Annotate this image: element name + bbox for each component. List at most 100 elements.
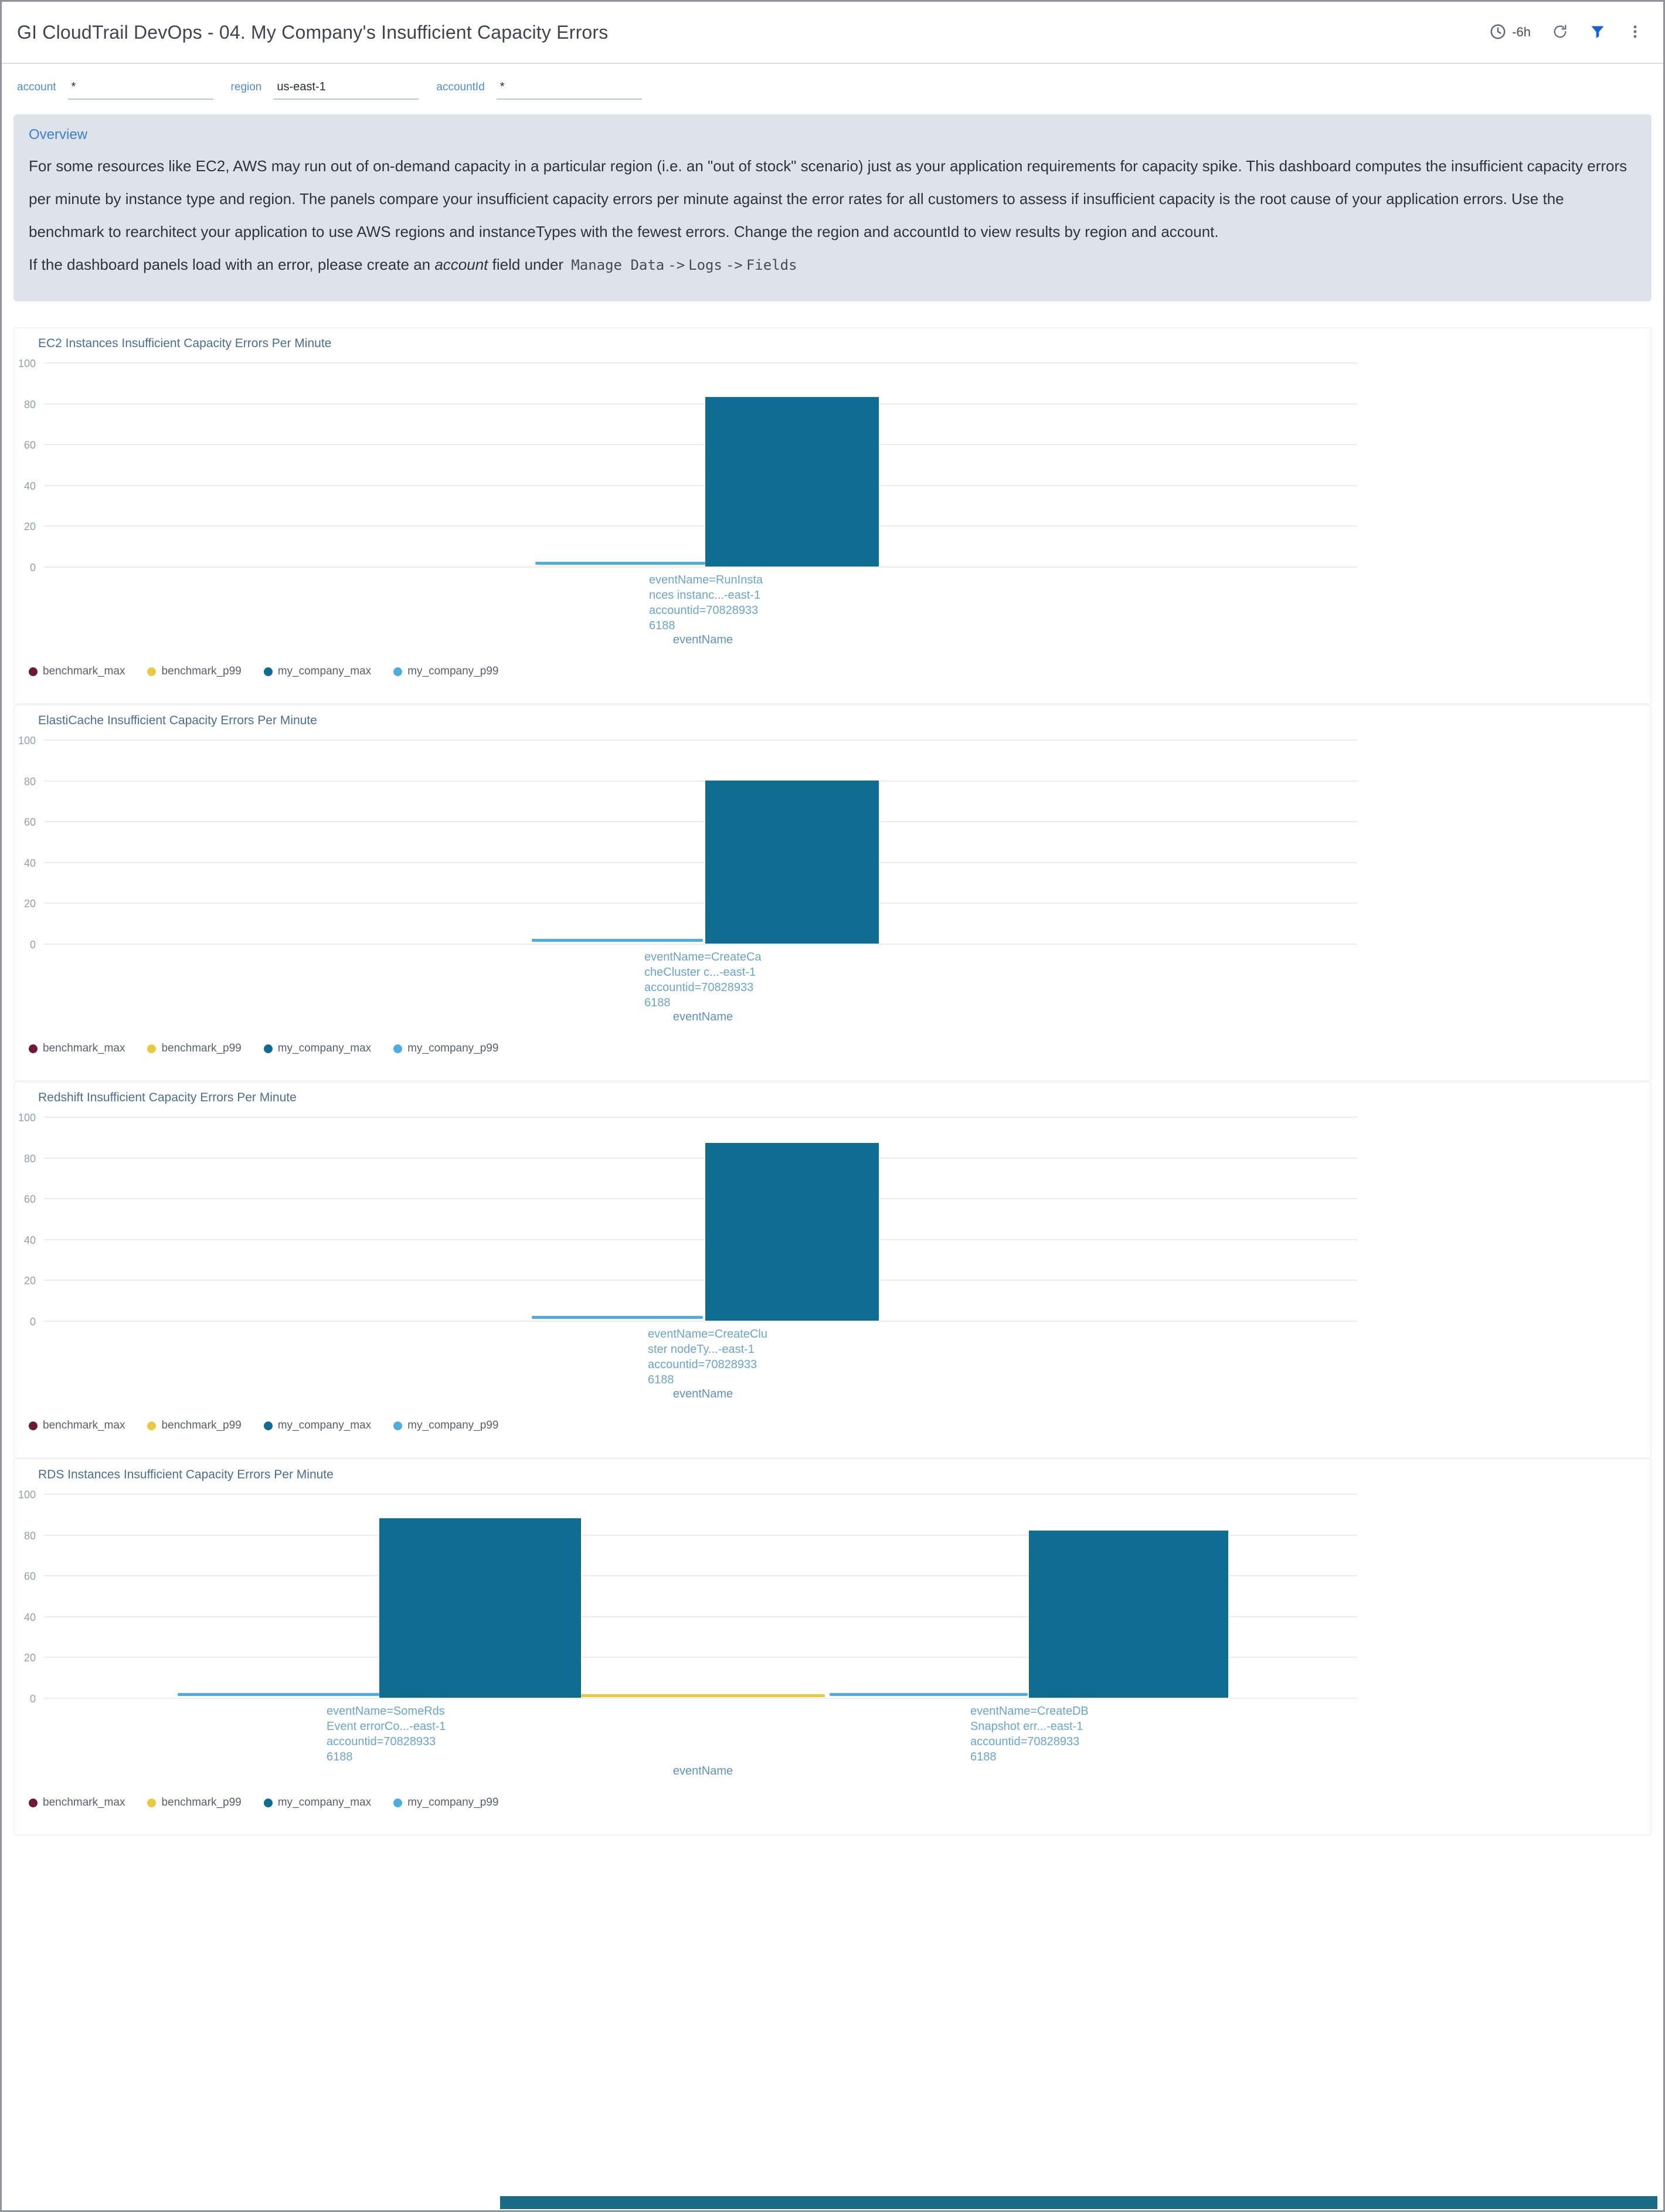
legend-dot: [147, 667, 157, 676]
bar-my-company-max[interactable]: [1029, 1530, 1228, 1698]
account-filter-input[interactable]: [67, 79, 213, 100]
legend-dot: [263, 667, 273, 676]
overview-note: If the dashboard panels load with an err…: [29, 248, 1636, 281]
x-category-label: eventName=CreateClu ster nodeTy...-east-1…: [648, 1326, 767, 1387]
gridline: [44, 1280, 1357, 1281]
x-category-label: eventName=SomeRds Event errorCo...-east-1…: [327, 1704, 446, 1765]
panel-title: ElastiCache Insufficient Capacity Errors…: [38, 714, 317, 727]
legend-item-my_company_p99[interactable]: my_company_p99: [393, 1419, 498, 1432]
overview-body: For some resources like EC2, AWS may run…: [29, 150, 1636, 281]
series-line-my_company_p99[interactable]: [830, 1693, 1028, 1697]
dashboard-title: GI CloudTrail DevOps - 04. My Company's …: [17, 21, 609, 43]
panel-title: Redshift Insufficient Capacity Errors Pe…: [38, 1091, 297, 1104]
gridline: [44, 362, 1357, 364]
gridline: [44, 1157, 1357, 1159]
chart-legend: benchmark_max benchmark_p99 my_company_max…: [29, 1419, 498, 1432]
legend-item-benchmark_max[interactable]: benchmark_max: [29, 1796, 125, 1809]
y-tick-label: 40: [23, 1611, 36, 1623]
legend-item-benchmark_p99[interactable]: benchmark_p99: [147, 665, 242, 678]
legend-item-my_company_max[interactable]: my_company_max: [263, 665, 371, 678]
x-category-label-line: accountid=70828933: [644, 981, 754, 994]
legend-item-my_company_p99[interactable]: my_company_p99: [393, 1796, 498, 1809]
gridline: [44, 1321, 1357, 1322]
legend-label: benchmark_max: [43, 665, 125, 677]
chart-plot: 0 20 40 60 80 100 eventName=RunInsta nces insta…: [18, 358, 1357, 646]
series-line-my_company_p99[interactable]: [532, 939, 703, 942]
legend-item-benchmark_max[interactable]: benchmark_max: [29, 1042, 125, 1055]
gridline: [44, 1534, 1357, 1536]
series-line-benchmark_p99[interactable]: [581, 1694, 825, 1697]
y-tick-label: 60: [23, 439, 36, 452]
legend-label: my_company_p99: [407, 1796, 499, 1809]
series-line-my_company_p99[interactable]: [178, 1693, 379, 1697]
legend-label: my_company_p99: [407, 1042, 499, 1054]
gridline: [44, 1239, 1357, 1240]
legend-dot: [147, 1421, 157, 1430]
y-tick-label: 60: [23, 1193, 36, 1206]
filter-group-account: account: [17, 79, 213, 100]
more-menu-button[interactable]: [1627, 23, 1643, 42]
time-range-button[interactable]: -6h: [1489, 23, 1531, 42]
y-tick-label: 0: [29, 562, 36, 574]
bar-my-company-max[interactable]: [705, 1143, 879, 1321]
legend-item-my_company_max[interactable]: my_company_max: [263, 1419, 371, 1432]
gridline: [44, 403, 1357, 405]
chart-legend: benchmark_max benchmark_p99 my_company_max…: [29, 1042, 498, 1055]
legend-label: benchmark_max: [43, 1796, 125, 1809]
y-tick-label: 100: [18, 735, 36, 747]
x-category-label-line: 6188: [970, 1750, 997, 1763]
y-tick-label: 40: [23, 480, 36, 492]
filter-button[interactable]: [1589, 23, 1606, 42]
refresh-button[interactable]: [1552, 23, 1568, 42]
chart-panel-3: Redshift Insufficient Capacity Errors Pe…: [13, 1081, 1652, 1458]
bar-my-company-max[interactable]: [705, 397, 879, 566]
overview-code-logs: Logs: [688, 257, 722, 273]
series-line-my_company_p99[interactable]: [535, 562, 705, 565]
legend-dot: [263, 1044, 273, 1053]
series-line-my_company_p99[interactable]: [532, 1316, 703, 1319]
bar-my-company-max[interactable]: [705, 780, 879, 944]
x-category-label-line: accountid=70828933: [327, 1735, 436, 1748]
y-tick-label: 20: [23, 1275, 36, 1287]
overview-note-emphasis: account: [434, 256, 488, 273]
legend-dot: [263, 1421, 273, 1430]
gridline: [44, 780, 1357, 782]
overview-note-middle: field under: [488, 256, 568, 273]
legend-item-my_company_p99[interactable]: my_company_p99: [393, 1042, 498, 1055]
legend-dot: [29, 1421, 38, 1430]
x-category-label-line: 6188: [648, 1373, 674, 1386]
refresh-icon: [1552, 23, 1568, 42]
legend-item-benchmark_p99[interactable]: benchmark_p99: [147, 1796, 242, 1809]
accountid-filter-input[interactable]: [496, 79, 642, 100]
legend-item-benchmark_p99[interactable]: benchmark_p99: [147, 1042, 242, 1055]
y-tick-label: 0: [29, 939, 36, 951]
overview-code-arrow: ->: [668, 257, 685, 273]
filter-group-region: region: [231, 79, 419, 100]
legend-item-benchmark_max[interactable]: benchmark_max: [29, 1419, 125, 1432]
legend-dot: [393, 1044, 403, 1053]
legend-dot: [29, 1798, 38, 1807]
overview-code-fields: Fields: [746, 257, 797, 273]
x-category-label: eventName=RunInsta nces instanc...-east-1…: [649, 572, 763, 633]
legend-item-my_company_max[interactable]: my_company_max: [263, 1796, 371, 1809]
y-tick-label: 80: [23, 1152, 36, 1165]
x-category-label-line: accountid=70828933: [970, 1735, 1080, 1748]
bar-my-company-max[interactable]: [379, 1518, 581, 1698]
legend-item-benchmark_p99[interactable]: benchmark_p99: [147, 1419, 242, 1432]
filter-group-accountid: accountId: [436, 79, 642, 100]
gridline: [44, 821, 1357, 823]
y-tick-label: 20: [23, 898, 36, 910]
legend-item-my_company_max[interactable]: my_company_max: [263, 1042, 371, 1055]
legend-dot: [393, 1798, 403, 1807]
y-tick-label: 100: [18, 1489, 36, 1501]
x-category-label-line: 6188: [327, 1750, 353, 1763]
legend-dot: [29, 1044, 38, 1053]
legend-item-my_company_p99[interactable]: my_company_p99: [393, 665, 498, 678]
y-tick-label: 20: [23, 1652, 36, 1664]
region-filter-input[interactable]: [273, 79, 419, 100]
y-tick-label: 60: [23, 1570, 36, 1583]
legend-label: benchmark_p99: [161, 1796, 242, 1809]
filter-bar: account region accountId: [2, 64, 1663, 114]
legend-item-benchmark_max[interactable]: benchmark_max: [29, 665, 125, 678]
